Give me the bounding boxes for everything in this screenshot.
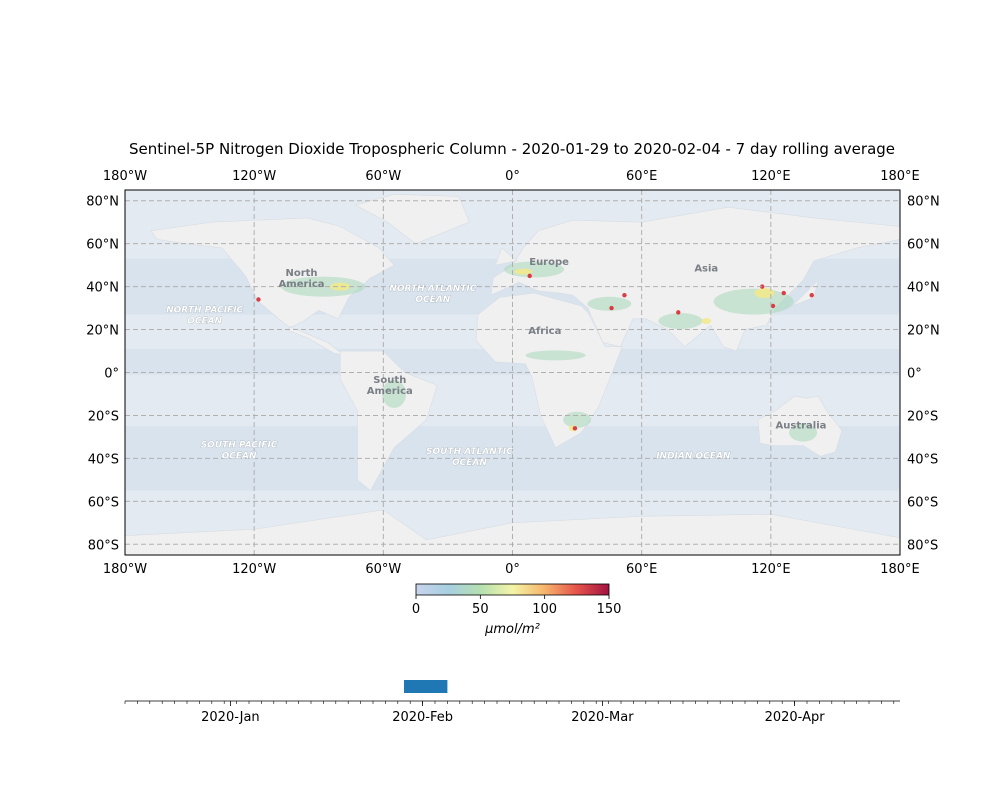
no2-region [701,317,712,324]
lon-tick-label-top: 0° [505,169,520,184]
lon-tick-label-top: 180°W [103,169,147,184]
lat-tick-label-right: 60°S [907,495,938,510]
map-title: Sentinel-5P Nitrogen Dioxide Tropospheri… [128,140,896,158]
timeline-window[interactable] [404,680,448,693]
ocean-label: SOUTH PACIFIC OCEAN [201,441,278,462]
continent-label: South America [367,375,413,397]
lat-tick-label-right: 40°S [907,452,938,467]
no2-region [760,284,765,289]
lat-tick-label-right: 20°S [907,409,938,424]
colorbar-ticks: 0 50 100 150 [412,595,622,617]
colorbar-tick-label: 100 [532,602,557,617]
timeline-ticks [124,701,895,706]
continent-label: Australia [776,420,827,431]
timeline-month-label: 2020-Jan [201,710,260,725]
lat-tick-label-right: 40°N [907,281,940,296]
lon-tick-label-bottom: 120°W [232,562,276,577]
ocean-label: INDIAN OCEAN [656,451,731,461]
timeline-labels: 2020-Jan 2020-Feb 2020-Mar 2020-Apr [201,710,825,725]
colorbar-tick-label: 150 [597,602,622,617]
lon-tick-label-top: 180°E [880,169,920,184]
colorbar-tick-label: 0 [412,602,420,617]
no2-layer [256,261,818,442]
no2-region [713,288,794,315]
lon-tick-label-bottom: 180°E [880,562,920,577]
no2-region [330,282,351,291]
continent-label: North America [279,268,325,290]
timeline-month-label: 2020-Mar [571,710,634,725]
no2-region [658,312,703,329]
no2-region [572,426,578,431]
land-mass [792,279,819,307]
no2-region [382,379,407,408]
lon-tick-label-top: 120°W [232,169,276,184]
land-mass [354,193,470,245]
gridlines [125,190,900,555]
ocean-label: SOUTH ATLANTIC OCEAN [426,447,513,468]
lon-tick-label-top: 60°E [626,169,657,184]
lat-tick-label-right: 60°N [907,238,940,253]
continent-label: Europe [529,257,569,268]
no2-region [622,293,627,298]
land-mass [339,350,438,492]
land-mass [494,247,518,266]
no2-region [609,305,614,311]
lon-tick-label-bottom: 180°W [103,562,147,577]
lat-tick-label-right: 80°N [907,195,940,210]
lon-tick-label-top: 60°W [365,169,401,184]
colorbar-bar [415,583,610,596]
lat-ticks-left: 80°N 60°N 40°N 20°N 0° 20°S 40°S 60°S 80°S [86,195,119,554]
lon-ticks-top: 180°W 120°W 60°W 0° 60°E 120°E 180°E [103,169,920,184]
map-frame [124,189,901,556]
place-labels: North America Europe Asia Africa South America… [166,257,827,468]
lon-tick-label-bottom: 60°E [626,562,657,577]
timeline[interactable]: 2020-Jan 2020-Feb 2020-Mar 2020-Apr [124,680,900,725]
lat-tick-label-left: 40°N [86,281,119,296]
land-mass [475,292,623,449]
no2-region [676,310,681,315]
colorbar-unit-label: μmol/m² [485,622,540,637]
timeline-month-label: 2020-Apr [765,710,826,725]
no2-region [281,276,366,297]
no2-region [525,350,586,361]
no2-region [256,297,261,302]
lat-tick-label-left: 40°S [88,452,119,467]
lon-tick-label-bottom: 60°W [365,562,401,577]
lat-tick-label-right: 20°N [907,324,940,339]
lat-tick-label-left: 80°S [88,538,119,553]
colorbar-tick-label: 50 [472,602,489,617]
lat-tick-label-left: 80°N [86,195,119,210]
lon-tick-label-bottom: 0° [505,562,520,577]
lat-tick-label-left: 20°N [86,324,119,339]
lon-tick-label-top: 120°E [751,169,791,184]
no2-region [809,293,814,298]
map-area[interactable]: North America Europe Asia Africa South America… [125,190,900,566]
continent-label: Africa [528,326,561,337]
no2-region [514,268,533,275]
lat-tick-label-left: 60°N [86,238,119,253]
lat-tick-label-right: 0° [907,367,922,382]
lat-tick-label-right: 80°S [907,538,938,553]
lat-tick-label-left: 0° [104,367,119,382]
continent-label: Asia [694,264,718,275]
no2-region [527,273,532,279]
no2-region [563,411,592,428]
no2-region [587,296,632,311]
ocean-label: NORTH ATLANTIC OCEAN [389,284,476,305]
no2-region [770,303,776,309]
lat-tick-label-left: 60°S [88,495,119,510]
colorbar: 0 50 100 150 [412,583,622,617]
no2-region [781,290,786,296]
land-mass [125,509,900,555]
ocean-label: NORTH PACIFIC OCEAN [166,305,243,326]
no2-region [754,288,775,299]
lat-tick-label-left: 20°S [88,409,119,424]
land-mass [490,206,900,352]
lat-ticks-right: 80°N 60°N 40°N 20°N 0° 20°S 40°S 60°S 80°S [907,195,940,554]
lon-tick-label-bottom: 120°E [751,562,791,577]
lon-ticks-bottom: 180°W 120°W 60°W 0° 60°E 120°E 180°E [103,562,920,577]
no2-region [789,423,818,442]
timeline-month-label: 2020-Feb [392,710,453,725]
